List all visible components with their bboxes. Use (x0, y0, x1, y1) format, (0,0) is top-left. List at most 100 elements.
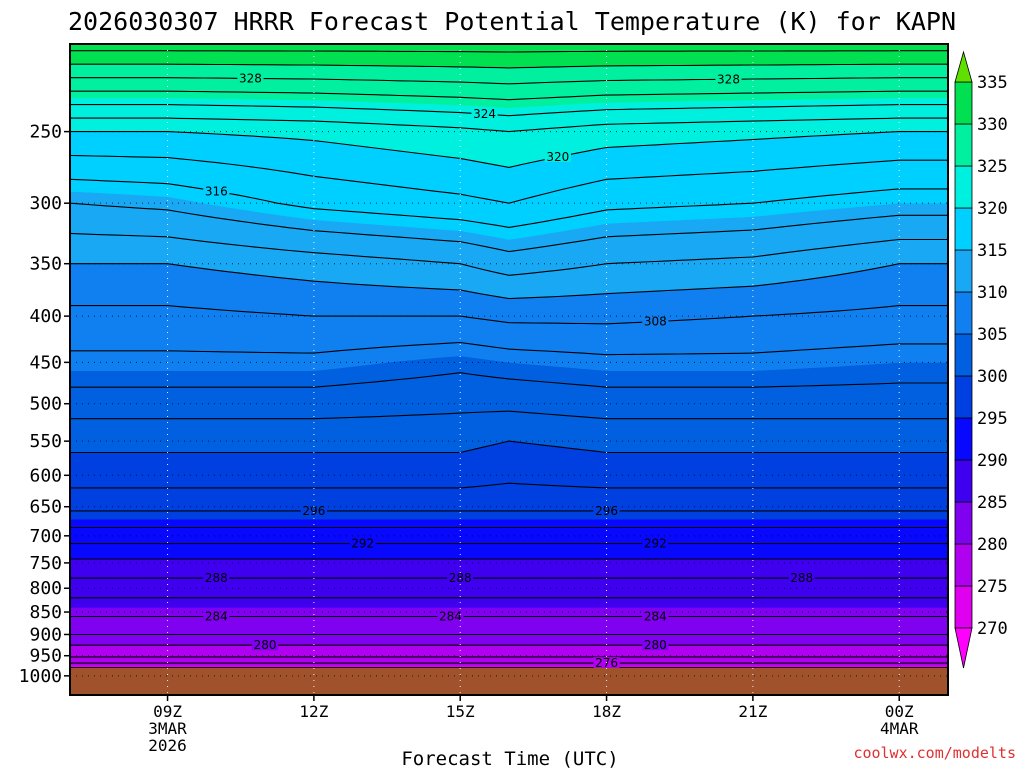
contour-312 (70, 232, 948, 276)
contour-label: 288 (205, 571, 228, 585)
contour-label: 328 (239, 71, 262, 85)
contour-label: 284 (439, 610, 462, 624)
y-tick-label: 850 (29, 602, 62, 623)
x-tick-label: 21Z (738, 702, 767, 721)
plot-frame (69, 43, 949, 696)
y-tick-label: 250 (29, 122, 62, 143)
contour-label-bg (203, 572, 230, 584)
theta-band-4 (70, 558, 948, 608)
contour-label: 296 (595, 504, 618, 518)
contour-label-bg (447, 572, 474, 584)
colorbar-segment (954, 501, 973, 545)
contour-label-bg (642, 639, 669, 651)
contour-302 (70, 410, 948, 420)
colorbar-segment (954, 249, 973, 293)
x-tick-label: 4MAR (880, 719, 919, 738)
colorbar-segment (954, 333, 973, 377)
chart-title: 2026030307 HRRR Forecast Potential Tempe… (68, 7, 956, 36)
x-tick-label: 12Z (299, 702, 328, 721)
contour-label: 328 (717, 72, 740, 86)
y-tick-label: 400 (29, 306, 62, 327)
colorbar-segment (954, 165, 973, 209)
contour-label-bg (252, 639, 279, 651)
contour-320 (70, 131, 948, 168)
colorbar-segment (954, 459, 973, 503)
contour-label: 288 (790, 571, 813, 585)
credit-text: coolwx.com/modelts (853, 744, 1016, 762)
contour-label-bg (203, 610, 230, 622)
contour-label: 280 (644, 638, 667, 652)
contour-332 (70, 50, 948, 53)
axes: 2503003504004505005506006507007508008509… (19, 43, 949, 755)
colorbar-segment (954, 291, 973, 335)
y-tick-label: 650 (29, 497, 62, 518)
contour-label: 276 (595, 656, 618, 670)
contour-label-bg (471, 108, 498, 120)
contour-310 (70, 263, 948, 300)
contour-308 (70, 305, 948, 325)
y-tick-label: 700 (29, 526, 62, 547)
colorbar-tick-label: 330 (977, 115, 1008, 135)
contour-label: 284 (644, 610, 667, 624)
contour-324 (70, 104, 948, 117)
x-axis-label: Forecast Time (UTC) (401, 748, 618, 768)
contour-326 (70, 90, 948, 101)
contour-label-bg (437, 610, 464, 622)
y-tick-label: 500 (29, 394, 62, 415)
y-tick-label: 950 (29, 646, 62, 667)
colorbar-max-arrow (954, 50, 973, 83)
y-tick-label: 300 (29, 193, 62, 214)
contour-label-bg (788, 572, 815, 584)
contour-314 (70, 202, 948, 253)
colorbar-tick-label: 275 (977, 577, 1008, 597)
contour-label-bg (642, 315, 669, 327)
ground (70, 667, 948, 695)
contour-328 (70, 77, 948, 85)
contour-306 (70, 341, 948, 356)
y-tick-label: 750 (29, 553, 62, 574)
contour-label-bg (544, 150, 571, 162)
colorbar-tick-label: 315 (977, 241, 1008, 261)
contour-label-bg (203, 185, 230, 197)
contour-label-bg (593, 504, 620, 516)
colorbar-segment (954, 543, 973, 587)
x-tick-label: 18Z (592, 702, 621, 721)
contour-label-bg (349, 537, 376, 549)
colorbar-segment (954, 585, 973, 629)
contour-label: 320 (546, 150, 569, 164)
theta-band-3 (70, 606, 948, 646)
contour-304 (70, 372, 948, 388)
y-tick-label: 900 (29, 624, 62, 645)
x-tick-label: 2026 (148, 736, 187, 755)
contour-label: 292 (644, 537, 667, 551)
contour-label-bg (642, 610, 669, 622)
y-tick-label: 1000 (19, 666, 62, 687)
x-tick-label: 00Z (885, 702, 914, 721)
contour-label: 324 (473, 107, 496, 121)
colorbar-tick-label: 300 (977, 367, 1008, 387)
contour-label-bg (300, 504, 327, 516)
y-tick-label: 550 (29, 431, 62, 452)
contour-label-bg (237, 72, 264, 84)
contour-label: 308 (644, 315, 667, 329)
contour-330 (70, 63, 948, 69)
y-tick-label: 600 (29, 465, 62, 486)
y-tick-label: 450 (29, 352, 62, 373)
colorbar-segment (954, 81, 973, 125)
contour-label-bg (715, 73, 742, 85)
colorbar-tick-label: 280 (977, 535, 1008, 555)
colorbar-min-arrow (954, 627, 973, 669)
colorbar-tick-label: 270 (977, 619, 1008, 639)
colorbar-tick-label: 325 (977, 157, 1008, 177)
contour-label: 296 (302, 504, 325, 518)
colorbar-tick-label: 285 (977, 493, 1008, 513)
colorbar-tick-label: 305 (977, 325, 1008, 345)
colorbar-segment (954, 375, 973, 419)
colorbar-segment (954, 417, 973, 461)
colorbar-tick-label: 335 (977, 73, 1008, 93)
colorbar-tick-label: 320 (977, 199, 1008, 219)
contour-label: 292 (351, 537, 374, 551)
theta-band-5 (70, 518, 948, 560)
